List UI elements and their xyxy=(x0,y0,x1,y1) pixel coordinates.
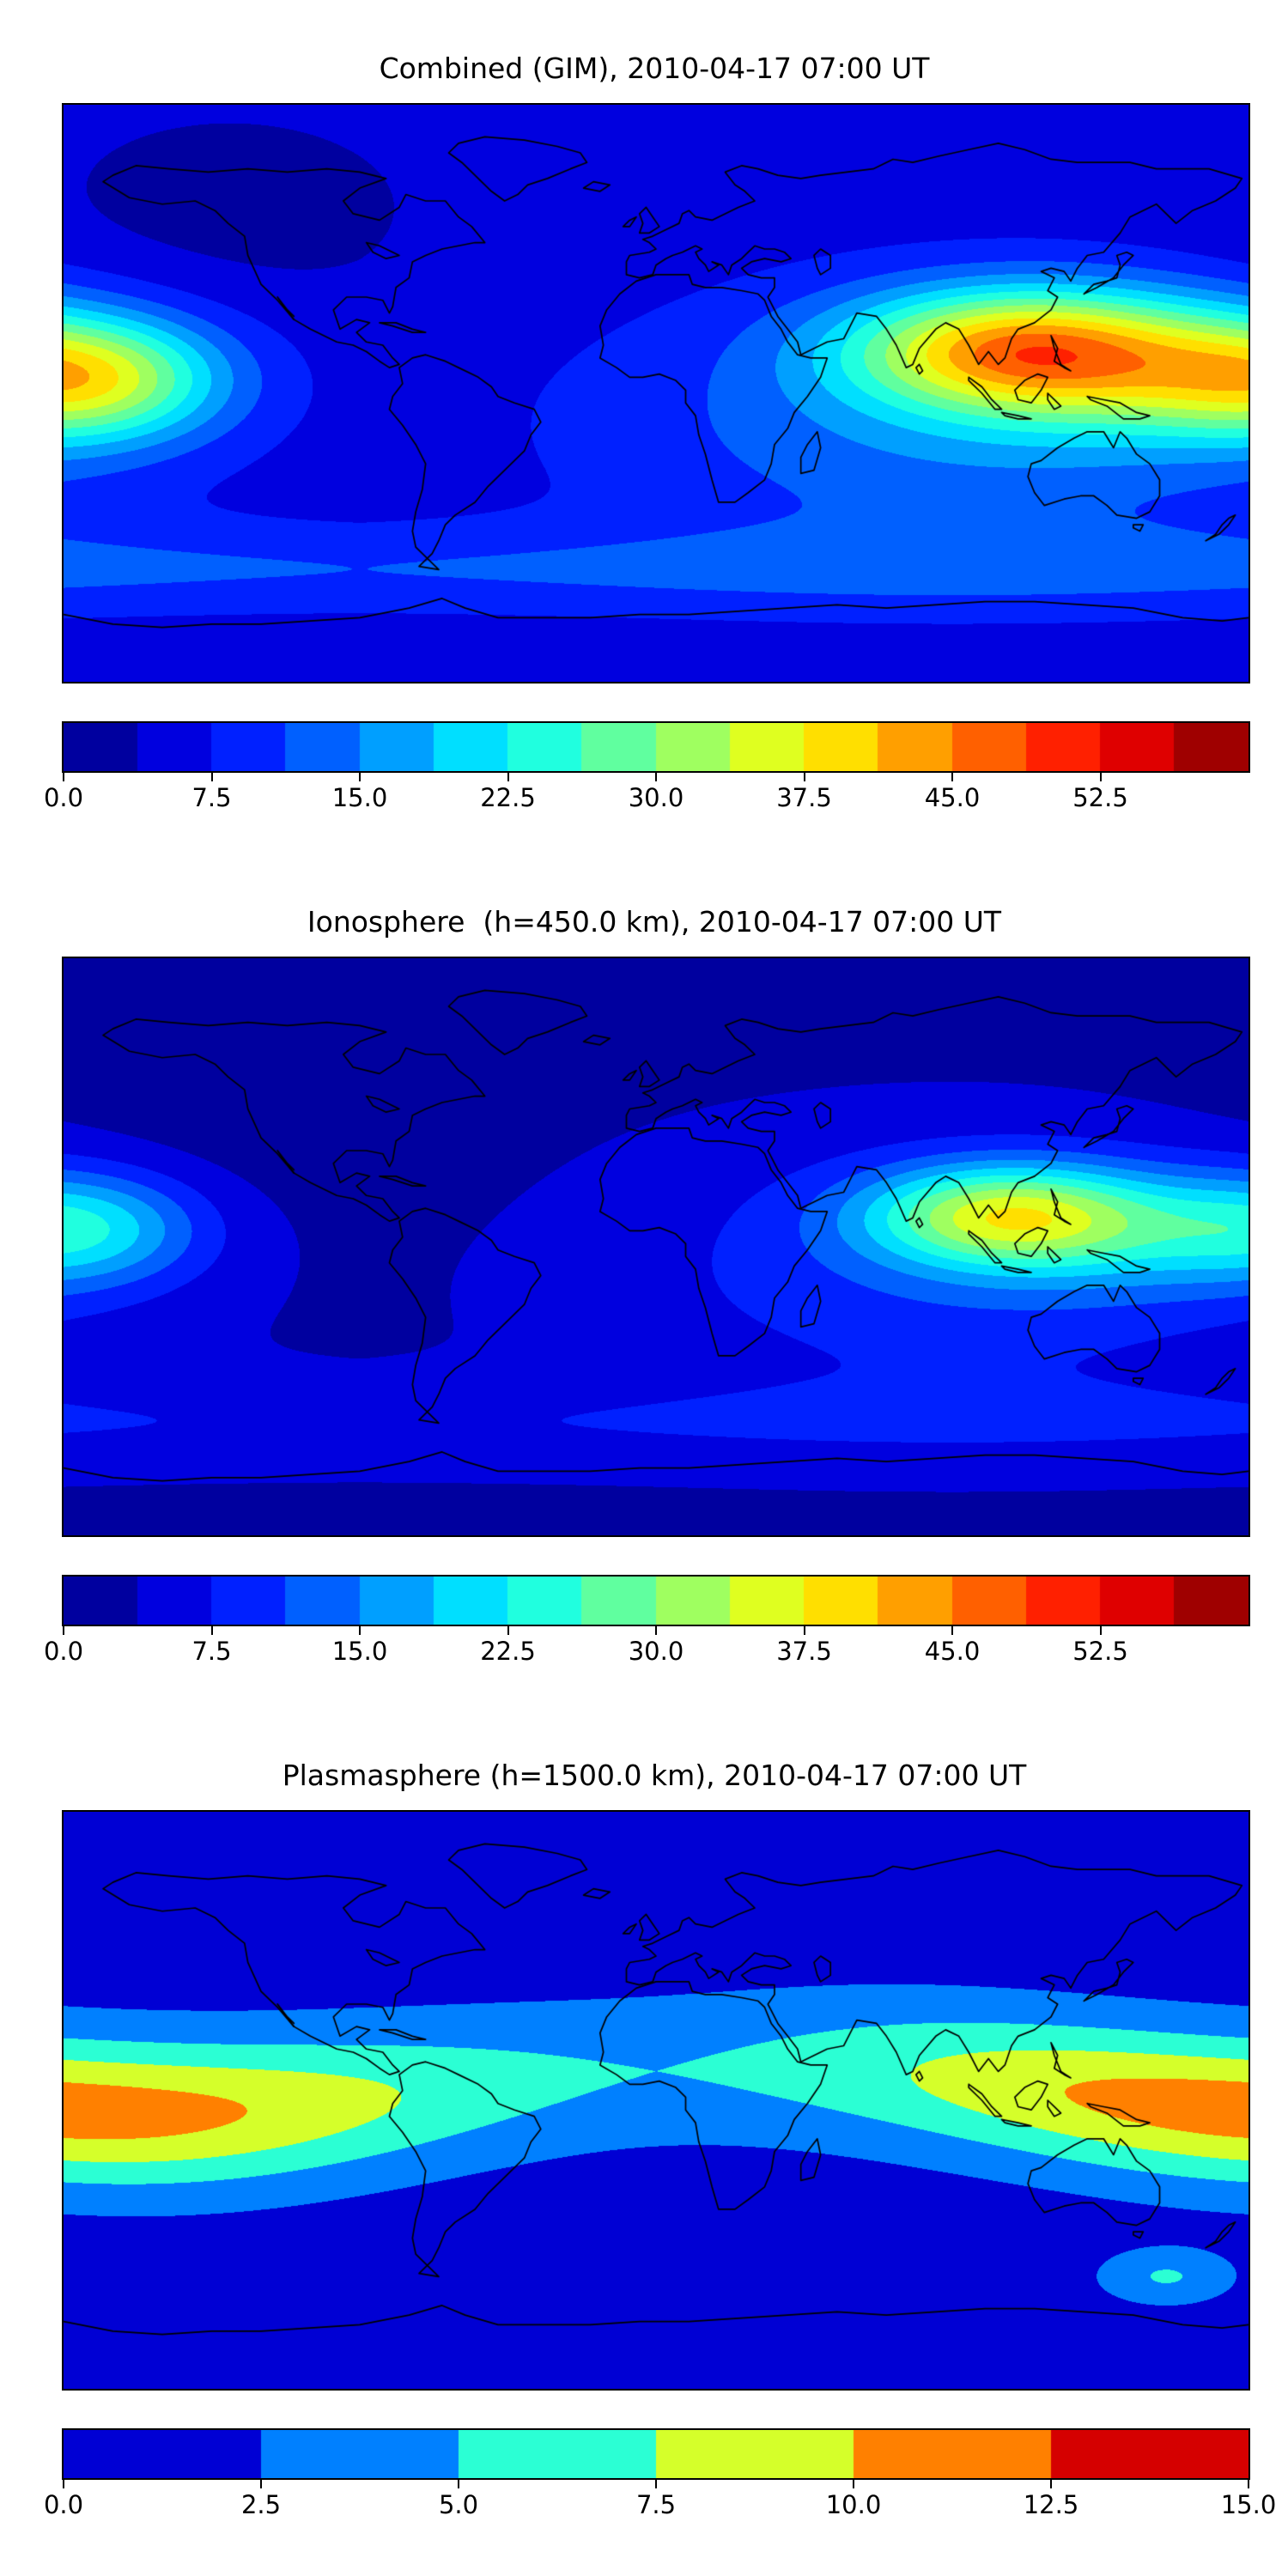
combined-title: Combined (GIM), 2010-04-17 07:00 UT xyxy=(379,52,930,85)
colorbar-tick-label: 52.5 xyxy=(1072,1637,1128,1666)
colorbar-tick-label: 22.5 xyxy=(480,1637,536,1666)
colorbar-tick-label: 12.5 xyxy=(1023,2490,1079,2519)
colorbar-tick-mark xyxy=(260,2480,262,2488)
colorbar-tick-mark xyxy=(655,2480,657,2488)
ionosphere-title: Ionosphere (h=450.0 km), 2010-04-17 07:0… xyxy=(307,905,1002,939)
colorbar-tick-label: 7.5 xyxy=(191,783,232,812)
colorbar-tick-label: 15.0 xyxy=(331,1637,388,1666)
colorbar-tick-label: 30.0 xyxy=(628,1637,684,1666)
colorbar-tick-mark xyxy=(655,773,657,781)
panel-plasmasphere: Plasmasphere (h=1500.0 km), 2010-04-17 0… xyxy=(0,1757,1288,2524)
combined-map-canvas xyxy=(62,103,1250,683)
colorbar-tick-mark xyxy=(1248,2480,1249,2488)
colorbar-tick-label: 22.5 xyxy=(480,783,536,812)
panel-combined-gim: Combined (GIM), 2010-04-17 07:00 UT 0.0 7… xyxy=(0,50,1288,817)
plasmasphere-colorbar-canvas xyxy=(62,2428,1250,2480)
colorbar-tick-mark xyxy=(655,1626,657,1635)
colorbar-tick-label: 7.5 xyxy=(191,1637,232,1666)
colorbar-tick-label: 7.5 xyxy=(635,2490,677,2519)
colorbar-tick-mark xyxy=(1099,773,1102,781)
colorbar-tick-label: 2.5 xyxy=(240,2490,282,2519)
colorbar-tick-mark xyxy=(359,1626,361,1635)
colorbar-tick-label: 5.0 xyxy=(438,2490,479,2519)
ionosphere-colorbar-ticks: 0.0 7.5 15.0 22.5 30.0 37.5 45.0 52.5 xyxy=(44,1626,1249,1671)
colorbar-tick-mark xyxy=(853,2480,854,2488)
colorbar-tick-mark xyxy=(63,1626,64,1635)
colorbar-tick-mark xyxy=(359,773,361,781)
ionosphere-colorbar-canvas xyxy=(62,1575,1250,1626)
colorbar-tick-label: 15.0 xyxy=(331,783,388,812)
colorbar-tick-label: 37.5 xyxy=(776,1637,832,1666)
colorbar-tick-mark xyxy=(507,1626,509,1635)
colorbar-tick-mark xyxy=(63,773,64,781)
plasmasphere-title: Plasmasphere (h=1500.0 km), 2010-04-17 0… xyxy=(282,1759,1027,1792)
colorbar-tick-mark xyxy=(507,773,509,781)
ionosphere-map-canvas xyxy=(62,957,1250,1537)
plasmasphere-map-canvas xyxy=(62,1810,1250,2391)
colorbar-tick-label: 52.5 xyxy=(1072,783,1128,812)
colorbar-tick-mark xyxy=(1099,1626,1102,1635)
colorbar-tick-mark xyxy=(951,773,953,781)
colorbar-tick-label: 45.0 xyxy=(924,1637,981,1666)
colorbar-tick-label: 10.0 xyxy=(825,2490,882,2519)
colorbar-tick-mark xyxy=(951,1626,953,1635)
combined-colorbar-ticks: 0.0 7.5 15.0 22.5 30.0 37.5 45.0 52.5 xyxy=(44,773,1249,817)
colorbar-tick-label: 37.5 xyxy=(776,783,832,812)
colorbar-tick-mark xyxy=(458,2480,459,2488)
colorbar-tick-label: 45.0 xyxy=(924,783,981,812)
colorbar-tick-mark xyxy=(210,773,213,781)
combined-colorbar-canvas xyxy=(62,721,1250,773)
colorbar-tick-mark xyxy=(63,2480,64,2488)
colorbar-tick-label: 0.0 xyxy=(43,1637,84,1666)
colorbar-tick-mark xyxy=(210,1626,213,1635)
colorbar-tick-label: 30.0 xyxy=(628,783,684,812)
plasmasphere-colorbar-ticks: 0.0 2.5 5.0 7.5 10.0 12.5 15.0 xyxy=(44,2480,1276,2524)
colorbar-tick-mark xyxy=(803,773,805,781)
colorbar-tick-label: 0.0 xyxy=(43,2490,84,2519)
panel-ionosphere: Ionosphere (h=450.0 km), 2010-04-17 07:0… xyxy=(0,903,1288,1671)
colorbar-tick-mark xyxy=(803,1626,805,1635)
colorbar-tick-label: 15.0 xyxy=(1220,2490,1277,2519)
colorbar-tick-mark xyxy=(1050,2480,1052,2488)
colorbar-tick-label: 0.0 xyxy=(43,783,84,812)
